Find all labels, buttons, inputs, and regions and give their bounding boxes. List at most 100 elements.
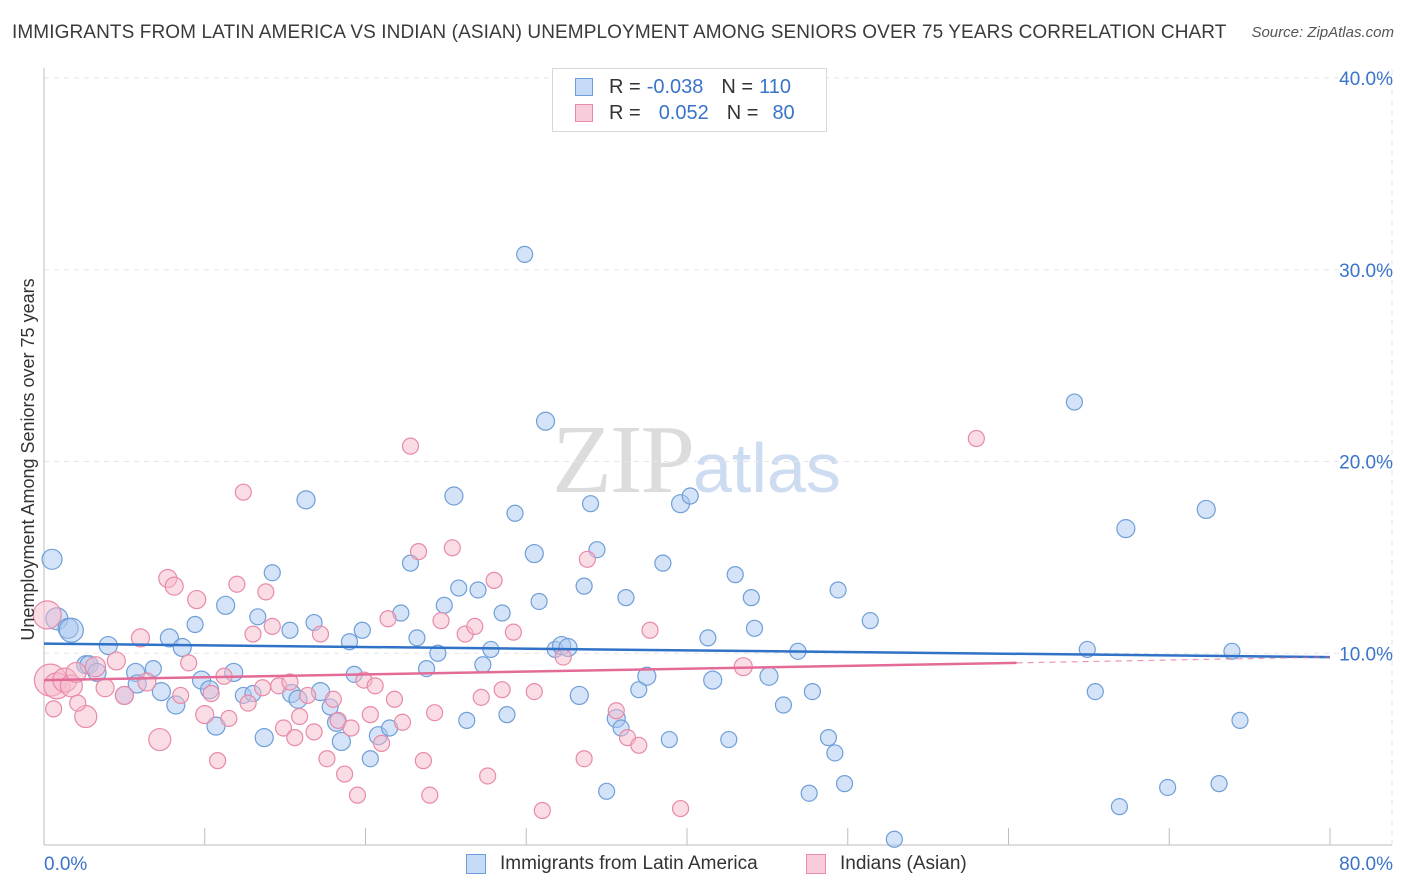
indians-point — [472, 688, 490, 706]
latin-america-point — [469, 581, 487, 599]
latin-america-point — [575, 577, 593, 595]
latin-america-point — [826, 744, 844, 762]
indians-point — [504, 623, 522, 641]
indians-point — [137, 672, 157, 692]
y-tick-label: 20.0% — [1339, 453, 1393, 474]
indians-point — [32, 600, 62, 630]
legend-swatch-blue — [575, 78, 593, 96]
indians-point — [393, 713, 412, 731]
latin-america-point — [800, 784, 818, 802]
latin-america-point — [637, 666, 657, 686]
latin-america-point — [1210, 775, 1228, 793]
latin-america-point — [1159, 778, 1177, 797]
indians-point — [187, 589, 207, 610]
latin-america-point — [493, 604, 511, 622]
latin-america-point — [819, 729, 838, 747]
latin-america-point — [742, 589, 760, 607]
indians-point — [209, 752, 227, 770]
y-tick-label: 40.0% — [1339, 69, 1393, 90]
watermark: ZIPatlas — [552, 404, 841, 516]
latin-america-point — [506, 504, 524, 522]
indians-point — [148, 727, 172, 752]
latin-america-point — [474, 656, 492, 674]
indians-point — [671, 799, 690, 818]
latin-america-point — [524, 543, 544, 564]
indians-point — [305, 723, 323, 741]
legend-r-label: R = — [609, 75, 641, 98]
latin-america-point — [516, 245, 534, 264]
indians-point — [220, 709, 238, 728]
y-tick-label: 10.0% — [1339, 644, 1393, 665]
latin-america-point — [450, 579, 468, 597]
indians-point — [324, 690, 342, 708]
latin-america-point — [835, 775, 854, 793]
latin-america-point — [660, 730, 678, 749]
latin-america-point — [216, 595, 236, 615]
y-tick-label: 30.0% — [1339, 261, 1393, 282]
latin-america-point — [861, 612, 879, 630]
latin-america-point — [281, 621, 299, 639]
latin-america-point — [408, 629, 426, 647]
indians-point — [554, 648, 572, 666]
latin-america-point — [1196, 499, 1216, 520]
indians-point — [533, 801, 551, 820]
watermark-atlas: atlas — [693, 429, 841, 507]
indians-point — [493, 681, 511, 699]
indians-point — [466, 617, 484, 636]
latin-america-point — [654, 554, 672, 572]
latin-america-point — [726, 566, 744, 584]
legend-r-value: 0.052 — [658, 101, 709, 124]
indians-point — [401, 437, 420, 455]
indians-point — [195, 705, 215, 725]
indians-point — [164, 576, 184, 596]
indians-point — [578, 550, 596, 568]
latin-america-point — [703, 670, 723, 690]
latin-america-point — [435, 596, 453, 614]
indians-point — [234, 483, 252, 501]
indians-point — [575, 750, 593, 768]
legend-n-label: N = — [726, 101, 759, 124]
indians-point — [385, 690, 404, 708]
trend-line-indians — [43, 661, 1017, 682]
legend-n-label: N = — [721, 75, 754, 98]
bottom-legend-label: Indians (Asian) — [840, 853, 967, 874]
trend-line-latin-america — [43, 642, 1331, 659]
indians-point — [254, 679, 272, 697]
latin-america-point — [1231, 711, 1249, 729]
latin-america-point — [530, 592, 548, 611]
latin-america-point — [159, 628, 179, 648]
x-tick-label-max: 80.0% — [1339, 854, 1393, 875]
axis-labels: 10.0% 20.0% 30.0% 40.0% 0.0% 80.0% Unemploymen… — [18, 69, 1393, 875]
latin-america-point — [569, 685, 589, 706]
latin-america-point — [759, 666, 779, 686]
legend-n-value: 80 — [772, 101, 795, 124]
indians-point — [525, 682, 543, 701]
indians-point — [69, 694, 87, 712]
bottom-legend-swatch-blue — [466, 854, 486, 874]
grid-lines — [44, 70, 1393, 845]
indians-point — [318, 750, 336, 768]
latin-america-point — [617, 589, 635, 607]
indians-point — [274, 719, 293, 737]
axes — [43, 68, 1392, 846]
latin-america-point — [885, 830, 903, 848]
latin-america-point — [720, 730, 738, 749]
legend-swatch-pink — [575, 104, 593, 122]
indians-point — [106, 651, 126, 671]
indians-point — [114, 685, 134, 706]
indians-point — [366, 677, 384, 695]
legend-row-indians: R = 0.052 N = 80 — [575, 101, 795, 125]
indians-point — [239, 694, 257, 712]
correlation-legend: R = -0.038 N = 110 R = 0.052 N = 80 — [552, 68, 827, 132]
latin-america-point — [331, 731, 351, 752]
latin-america-point — [681, 487, 699, 505]
bottom-legend-label: Immigrants from Latin America — [500, 853, 758, 874]
bottom-legend-latin-america: Immigrants from Latin America — [466, 851, 758, 877]
indians-point — [172, 686, 190, 705]
indians-point — [286, 729, 304, 747]
latin-america-point — [254, 728, 274, 748]
indians-point — [257, 583, 275, 601]
chart-title: IMMIGRANTS FROM LATIN AMERICA VS INDIAN … — [12, 22, 1227, 43]
indians-point — [607, 702, 625, 720]
